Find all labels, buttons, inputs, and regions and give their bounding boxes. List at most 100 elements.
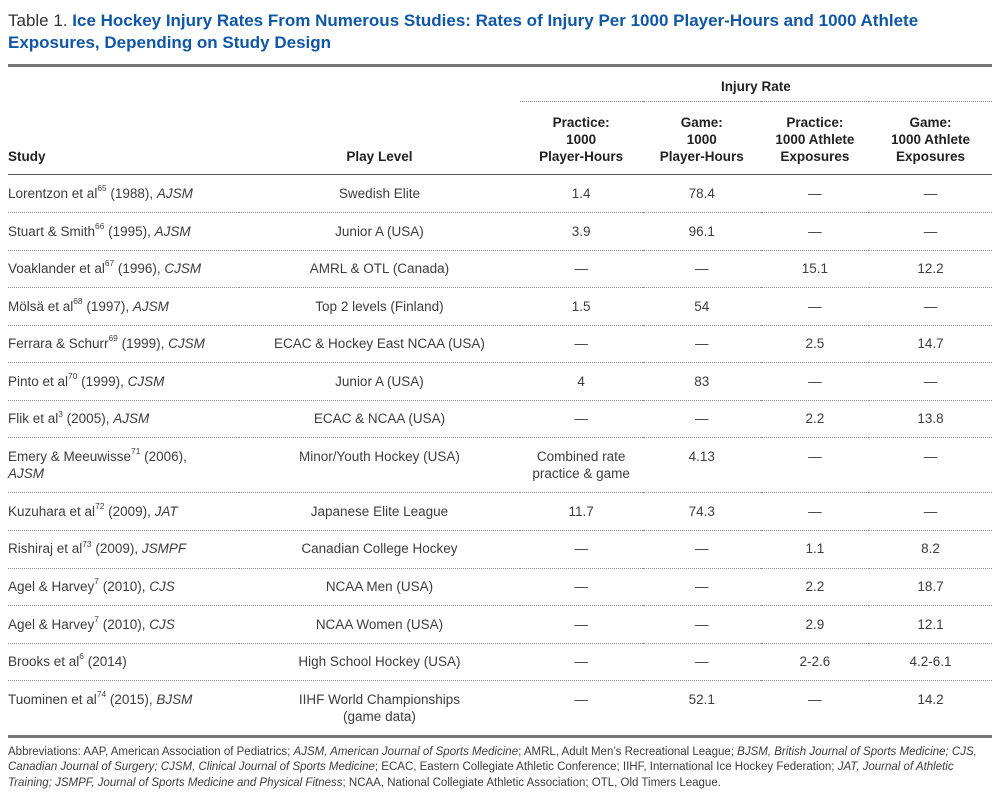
game-athlete-exposures-cell: 14.2 [917, 691, 944, 707]
practice-player-hours-cell: — [519, 643, 643, 682]
study-reference-superscript: 69 [108, 333, 118, 344]
game-athlete-exposures-cell: 18.7 [868, 568, 992, 607]
practice-player-hours-cell: — [519, 400, 643, 439]
table-row: Ferrara & Schurr69 (1999), CJSM ECAC & H… [8, 325, 992, 364]
game-athlete-exposures-cell: — [868, 492, 992, 531]
table-title-text: Ice Hockey Injury Rates From Numerous St… [8, 11, 919, 53]
practice-player-hours-cell: 3.9 [519, 212, 643, 251]
study-cell: Lorentzon et al65 (1988), AJSM [8, 174, 240, 214]
study-journal-abbrev: AJSM [154, 223, 191, 239]
footnote-segment: ; NCAA, National Collegiate Athletic Ass… [342, 776, 721, 789]
game-player-hours-cell: 74.3 [642, 492, 761, 531]
practice-athlete-exposures-cell: 15.1 [760, 250, 869, 289]
table-row: Kuzuhara et al72 (2009), JAT Japanese El… [8, 492, 992, 531]
footnote-segment: ; AMRL, Adult Men’s Recreational League; [518, 745, 738, 758]
abbreviations-note: Abbreviations: AAP, American Association… [8, 745, 992, 792]
game-athlete-exposures-cell: — [868, 287, 992, 326]
study-year: (2010), [98, 579, 150, 594]
study-reference-superscript: 71 [131, 446, 141, 457]
practice-athlete-exposures-cell: 2.9 [760, 605, 869, 644]
study-authors: Ferrara & Schurr [8, 336, 109, 352]
practice-player-hours-cell: — [574, 691, 588, 707]
practice-player-hours-cell: — [519, 250, 643, 289]
study-cell: Ferrara & Schurr69 (1999), CJSM [8, 325, 240, 364]
study-authors: Kuzuhara et al [8, 503, 96, 519]
practice-athlete-exposures-cell: 2.2 [760, 400, 869, 439]
game-athlete-exposures-cell: 13.8 [868, 400, 992, 439]
study-cell: Voaklander et al67 (1996), CJSM [8, 250, 240, 289]
study-reference-superscript: 3 [58, 408, 63, 419]
play-level-cell: Minor/Youth Hockey (USA) [239, 437, 520, 494]
top-rule [8, 64, 992, 67]
study-authors: Pinto et al [8, 373, 69, 389]
study-year: (2014) [83, 654, 127, 670]
study-year: (1997), [82, 298, 133, 314]
table-row: Stuart & Smith66 (1995), AJSM Junior A (… [8, 212, 992, 251]
practice-player-hours-cell: — [519, 605, 643, 644]
practice-athlete-exposures-cell: — [760, 174, 869, 214]
game-player-hours-cell: — [642, 250, 761, 289]
study-journal-abbrev: CJS [149, 616, 175, 632]
play-level-cell: AMRL & OTL (Canada) [239, 250, 520, 289]
study-journal-abbrev: JSMPF [141, 541, 187, 557]
game-player-hours-cell: 52.1 [688, 691, 715, 707]
group-header-row: Injury Rate [8, 66, 992, 102]
table-row: Lorentzon et al65 (1988), AJSM Swedish E… [8, 174, 992, 214]
game-athlete-exposures-cell: — [868, 212, 992, 251]
study-authors: Lorentzon et al [8, 185, 98, 201]
study-journal-abbrev: AJSM [132, 298, 169, 314]
game-player-hours-cell: 54 [642, 287, 761, 326]
game-athlete-exposures-cell: 8.2 [868, 530, 992, 569]
study-journal-abbrev: BJSM [156, 691, 193, 707]
play-level-cell: Japanese Elite League [239, 492, 520, 531]
study-cell: Emery & Meeuwisse71 (2006), AJSM [8, 437, 240, 494]
game-athlete-exposures-cell: — [868, 437, 992, 494]
game-player-hours-cell: — [642, 568, 761, 607]
study-authors: Emery & Meeuwisse [8, 448, 132, 464]
play-level-cell: Top 2 levels (Finland) [239, 287, 520, 326]
study-authors: Brooks et al [8, 654, 80, 670]
table-title: Table 1. Ice Hockey Injury Rates From Nu… [8, 10, 992, 54]
study-journal-abbrev: CJSM [127, 373, 165, 389]
table-row: Agel & Harvey7 (2010), CJS NCAA Men (USA… [8, 568, 992, 607]
table-row: Tuominen et al74 (2015), BJSM IIHF World… [8, 681, 992, 736]
study-authors: Agel & Harvey [8, 579, 95, 594]
study-journal-abbrev: CJSM [168, 336, 205, 352]
study-journal-abbrev: AJSM [113, 411, 150, 427]
game-player-hours-cell: — [642, 400, 761, 439]
study-reference-superscript: 74 [96, 688, 107, 699]
footnote-segment: BJSM, British Journal of Sports Medicine… [8, 745, 977, 774]
practice-athlete-exposures-cell: — [760, 287, 869, 326]
practice-player-hours-cell: 1.5 [519, 287, 643, 326]
practice-player-hours-cell: — [519, 530, 643, 569]
table-row: Flik et al3 (2005), AJSM ECAC & NCAA (US… [8, 400, 992, 439]
injury-rate-group-header: Injury Rate [519, 66, 992, 102]
play-level-cell: ECAC & NCAA (USA) [239, 400, 520, 439]
table-row: Emery & Meeuwisse71 (2006), AJSM Minor/Y… [8, 437, 992, 494]
game-player-hours-cell: — [642, 325, 761, 364]
column-header-row: Study Play Level Practice: 1000 Player-H… [8, 101, 992, 176]
study-year: (2005), [62, 411, 114, 427]
study-journal-abbrev: AJSM [8, 466, 45, 482]
study-cell: Mölsä et al68 (1997), AJSM [8, 287, 240, 326]
table-number-label: Table 1. [8, 11, 73, 30]
study-cell: Kuzuhara et al72 (2009), JAT [8, 492, 240, 531]
game-player-hours-cell: 83 [642, 362, 761, 401]
study-authors: Mölsä et al [8, 298, 74, 314]
practice-athlete-exposures-cell: — [760, 437, 869, 494]
practice-player-hours-cell: 11.7 [519, 492, 643, 531]
practice-athlete-exposures-cell: — [760, 492, 869, 531]
study-year: (2009), [104, 503, 155, 519]
study-reference-superscript: 66 [95, 220, 105, 231]
bottom-rule [8, 735, 992, 738]
study-reference-superscript: 7 [94, 576, 99, 587]
table-row: Mölsä et al68 (1997), AJSM Top 2 levels … [8, 287, 992, 326]
study-journal-abbrev: CJSM [164, 261, 202, 277]
study-cell: Flik et al3 (2005), AJSM [8, 400, 240, 439]
study-reference-superscript: 6 [79, 651, 84, 662]
study-reference-superscript: 73 [82, 538, 92, 549]
column-header-study: Study [8, 101, 240, 176]
practice-athlete-exposures-cell: 2.5 [760, 325, 869, 364]
study-reference-superscript: 70 [68, 370, 78, 381]
practice-player-hours-cell: Combined rate practice & game [519, 437, 643, 494]
